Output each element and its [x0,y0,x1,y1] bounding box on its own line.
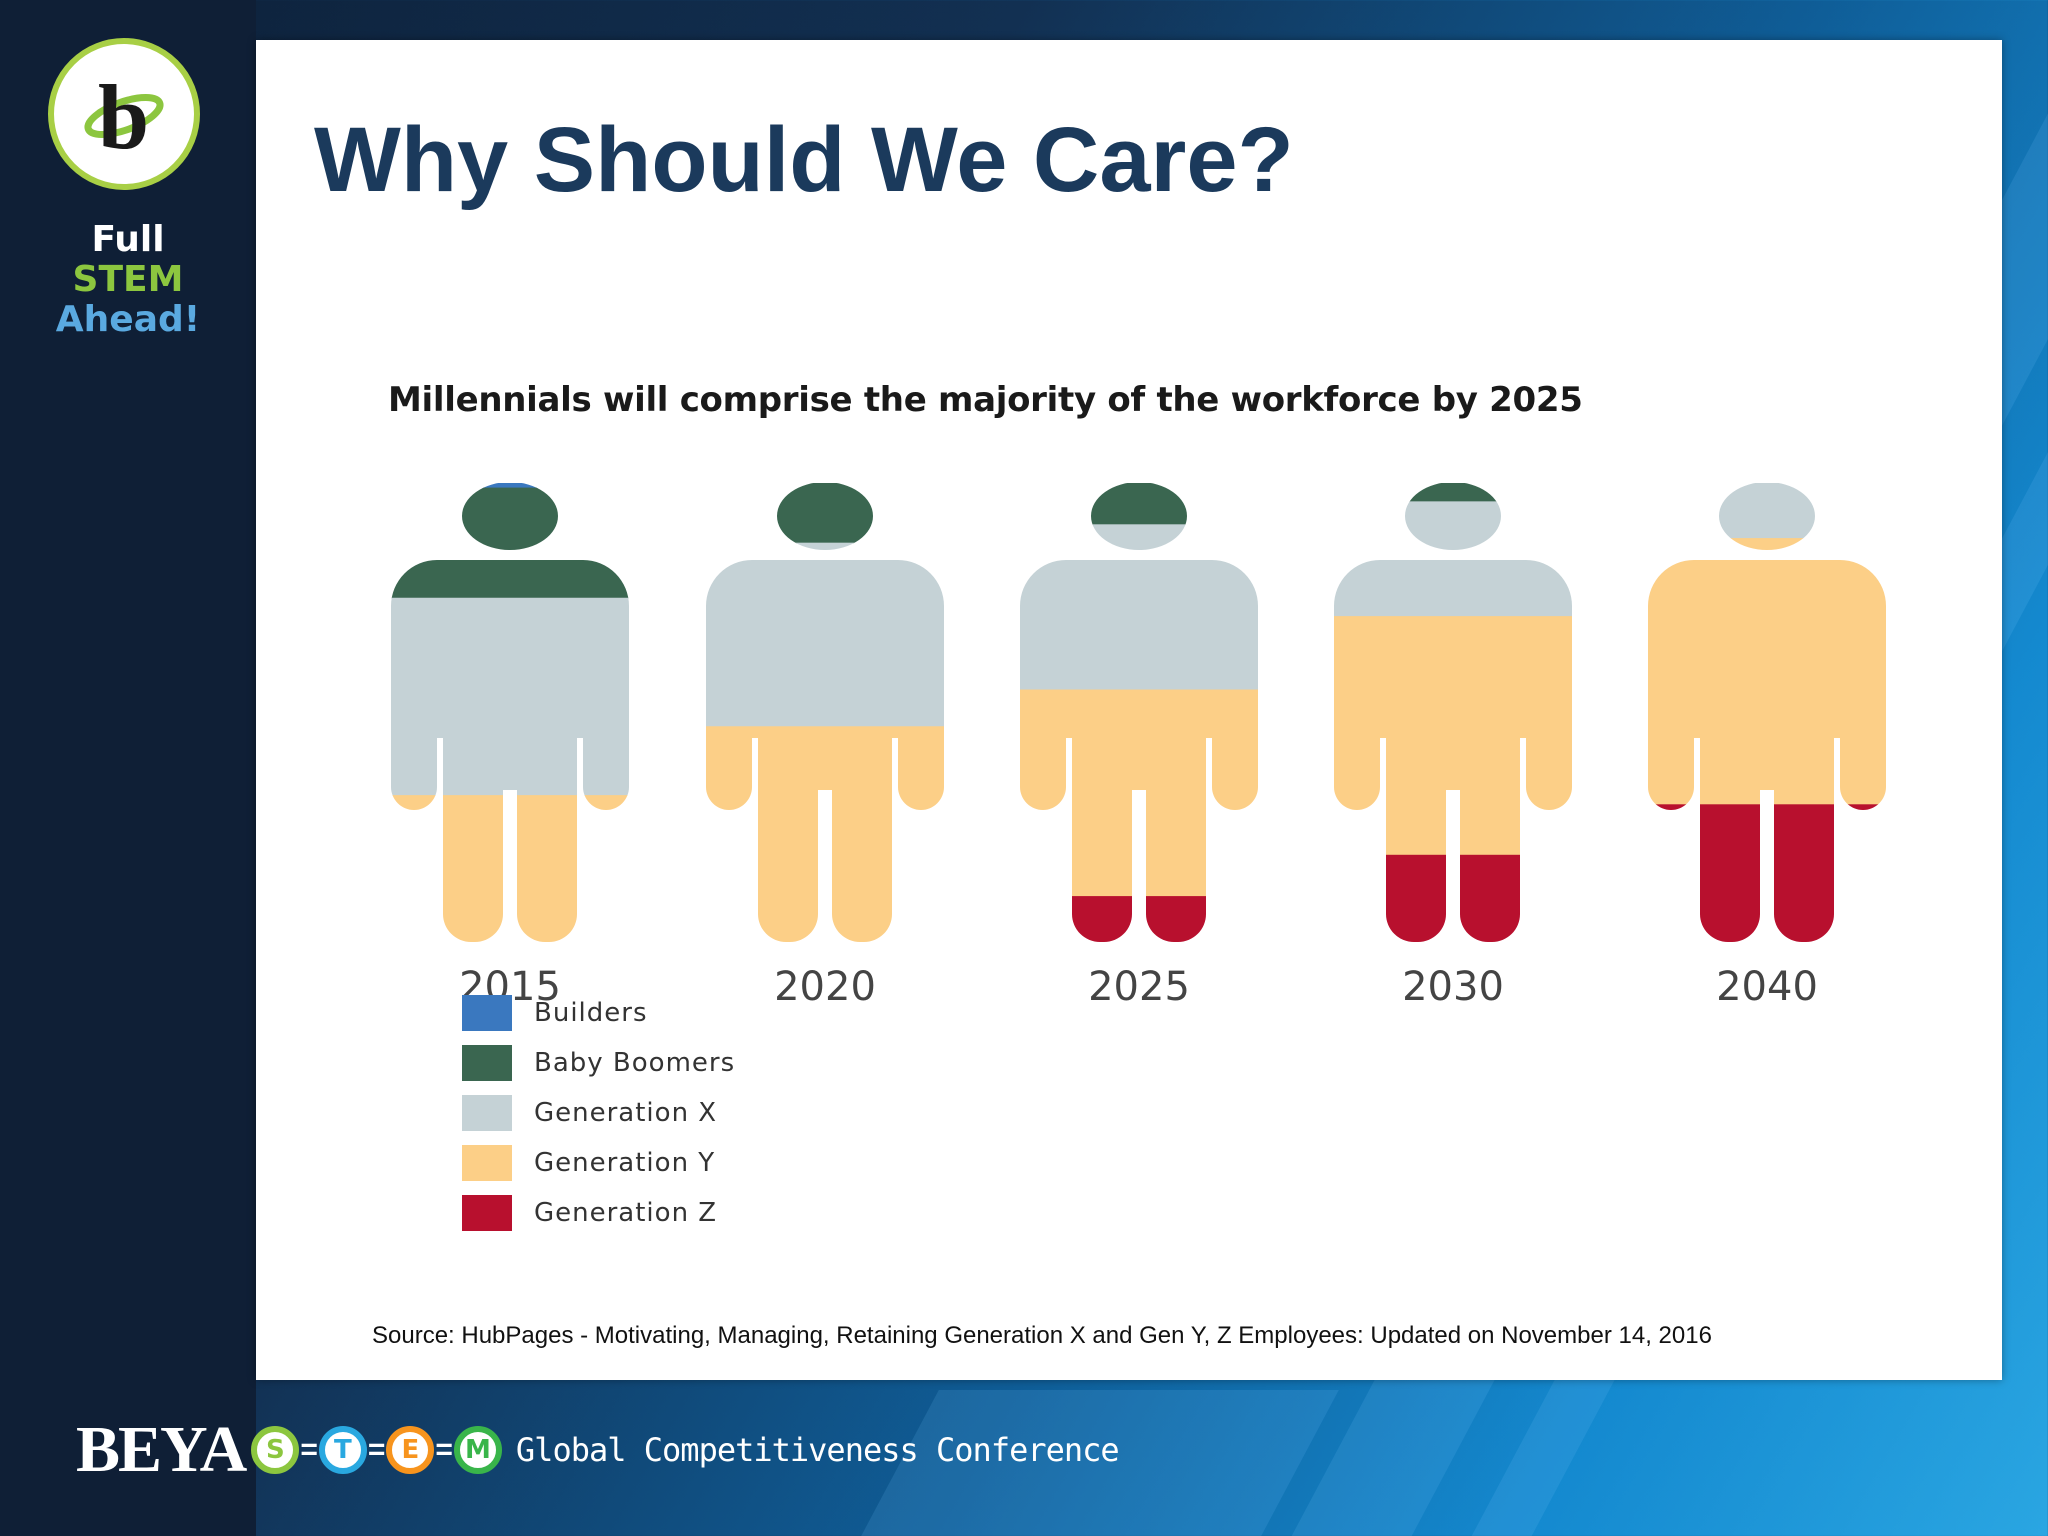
person-figure-2020 [706,483,944,942]
stem-connector: = [367,1433,386,1466]
tagline-line-3: Ahead! [55,299,201,340]
stem-badge-e: E [386,1426,435,1474]
person-figure-2025 [1020,483,1258,942]
logo-mark-icon: b [84,66,164,168]
stem-badge-m: M [453,1426,502,1474]
person-figure-2015 [391,483,629,942]
segment-2030-generation-y [1334,616,1572,856]
legend-swatch [462,995,512,1031]
sidebar: b Full STEM Ahead! [0,0,256,1536]
footer-branding: BEYA S = T = E = M Global Competitiveness Conf… [76,1410,1120,1490]
stem-badge-t: T [318,1426,367,1474]
workforce-pictogram-chart: 2015 2020 2025 2030 2040 [391,483,1886,1010]
segment-2030-generation-x [1334,501,1572,617]
stem-connector: = [300,1433,318,1466]
year-label: 2030 [1402,964,1504,1010]
legend-item: Generation Z [462,1188,735,1238]
segment-2030-baby-boomers [1334,483,1572,503]
tagline-line-2: STEM [72,259,184,300]
segment-2025-baby-boomers [1020,483,1258,526]
legend-item: Baby Boomers [462,1038,735,1088]
legend-swatch [462,1045,512,1081]
segment-2020-generation-x [706,542,944,728]
legend-label: Generation Y [534,1148,716,1178]
legend-label: Baby Boomers [534,1048,736,1078]
segment-2040-generation-y [1648,538,1886,806]
legend-swatch [462,1195,512,1231]
legend-item: Generation Y [462,1138,735,1188]
segment-2040-generation-x [1648,483,1886,539]
segment-2015-generation-y [391,795,629,942]
stem-badges: S = T = E = M [251,1426,502,1474]
legend-label: Generation Z [534,1198,718,1228]
chart-legend: Builders Baby Boomers Generation X Generati… [462,988,735,1238]
year-label: 2020 [774,964,876,1010]
segment-2015-generation-x [391,597,629,796]
legend-swatch [462,1145,512,1181]
chart-title: Millennials will comprise the majority o… [388,380,1583,420]
segment-2015-builders [391,483,629,489]
year-label: 2040 [1716,964,1818,1010]
conference-name: Global Competitiveness Conference [515,1431,1120,1469]
slide-panel: Why Should We Care? Millennials will com… [256,40,2002,1380]
svg-text:b: b [98,66,149,168]
legend-item: Generation X [462,1088,735,1138]
segment-2040-generation-z [1648,804,1886,942]
stem-badge-s: S [251,1426,300,1474]
tagline-line-1: Full [91,219,165,260]
segment-2030-generation-z [1334,854,1572,942]
beya-logo-text: BEYA [76,1413,247,1486]
segment-2015-baby-boomers [391,487,629,599]
segment-2020-baby-boomers [706,483,944,544]
legend-label: Builders [534,998,648,1028]
source-citation: Source: HubPages - Motivating, Managing,… [372,1322,1712,1349]
slide-title: Why Should We Care? [314,109,1294,211]
person-figure-2040 [1648,483,1886,942]
segment-2025-generation-x [1020,524,1258,691]
tagline: Full STEM Ahead! [0,220,256,340]
legend-label: Generation X [534,1098,718,1128]
legend-item: Builders [462,988,735,1038]
person-figure-2030 [1334,483,1572,942]
segment-2020-generation-y [706,726,944,942]
segment-2025-generation-z [1020,896,1258,942]
segment-2025-generation-y [1020,689,1258,897]
stem-connector: = [435,1433,453,1466]
logo: b [48,38,200,190]
legend-swatch [462,1095,512,1131]
year-label: 2025 [1088,964,1190,1010]
